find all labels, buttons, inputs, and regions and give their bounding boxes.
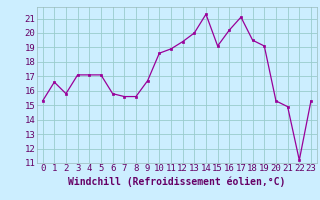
X-axis label: Windchill (Refroidissement éolien,°C): Windchill (Refroidissement éolien,°C): [68, 176, 285, 187]
